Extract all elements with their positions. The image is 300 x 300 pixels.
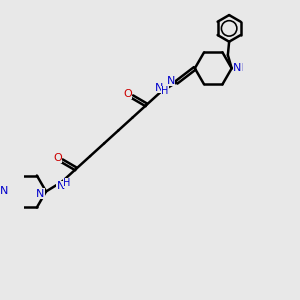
Text: N: N	[167, 76, 175, 86]
Text: O: O	[123, 89, 132, 99]
Text: N: N	[155, 82, 164, 92]
Text: O: O	[53, 153, 62, 163]
Text: H: H	[161, 86, 169, 96]
Text: N: N	[233, 63, 242, 73]
Text: N: N	[56, 182, 65, 191]
Text: N: N	[0, 187, 8, 196]
Text: H: H	[63, 178, 70, 188]
Text: N: N	[36, 188, 45, 199]
Text: N: N	[235, 63, 243, 73]
